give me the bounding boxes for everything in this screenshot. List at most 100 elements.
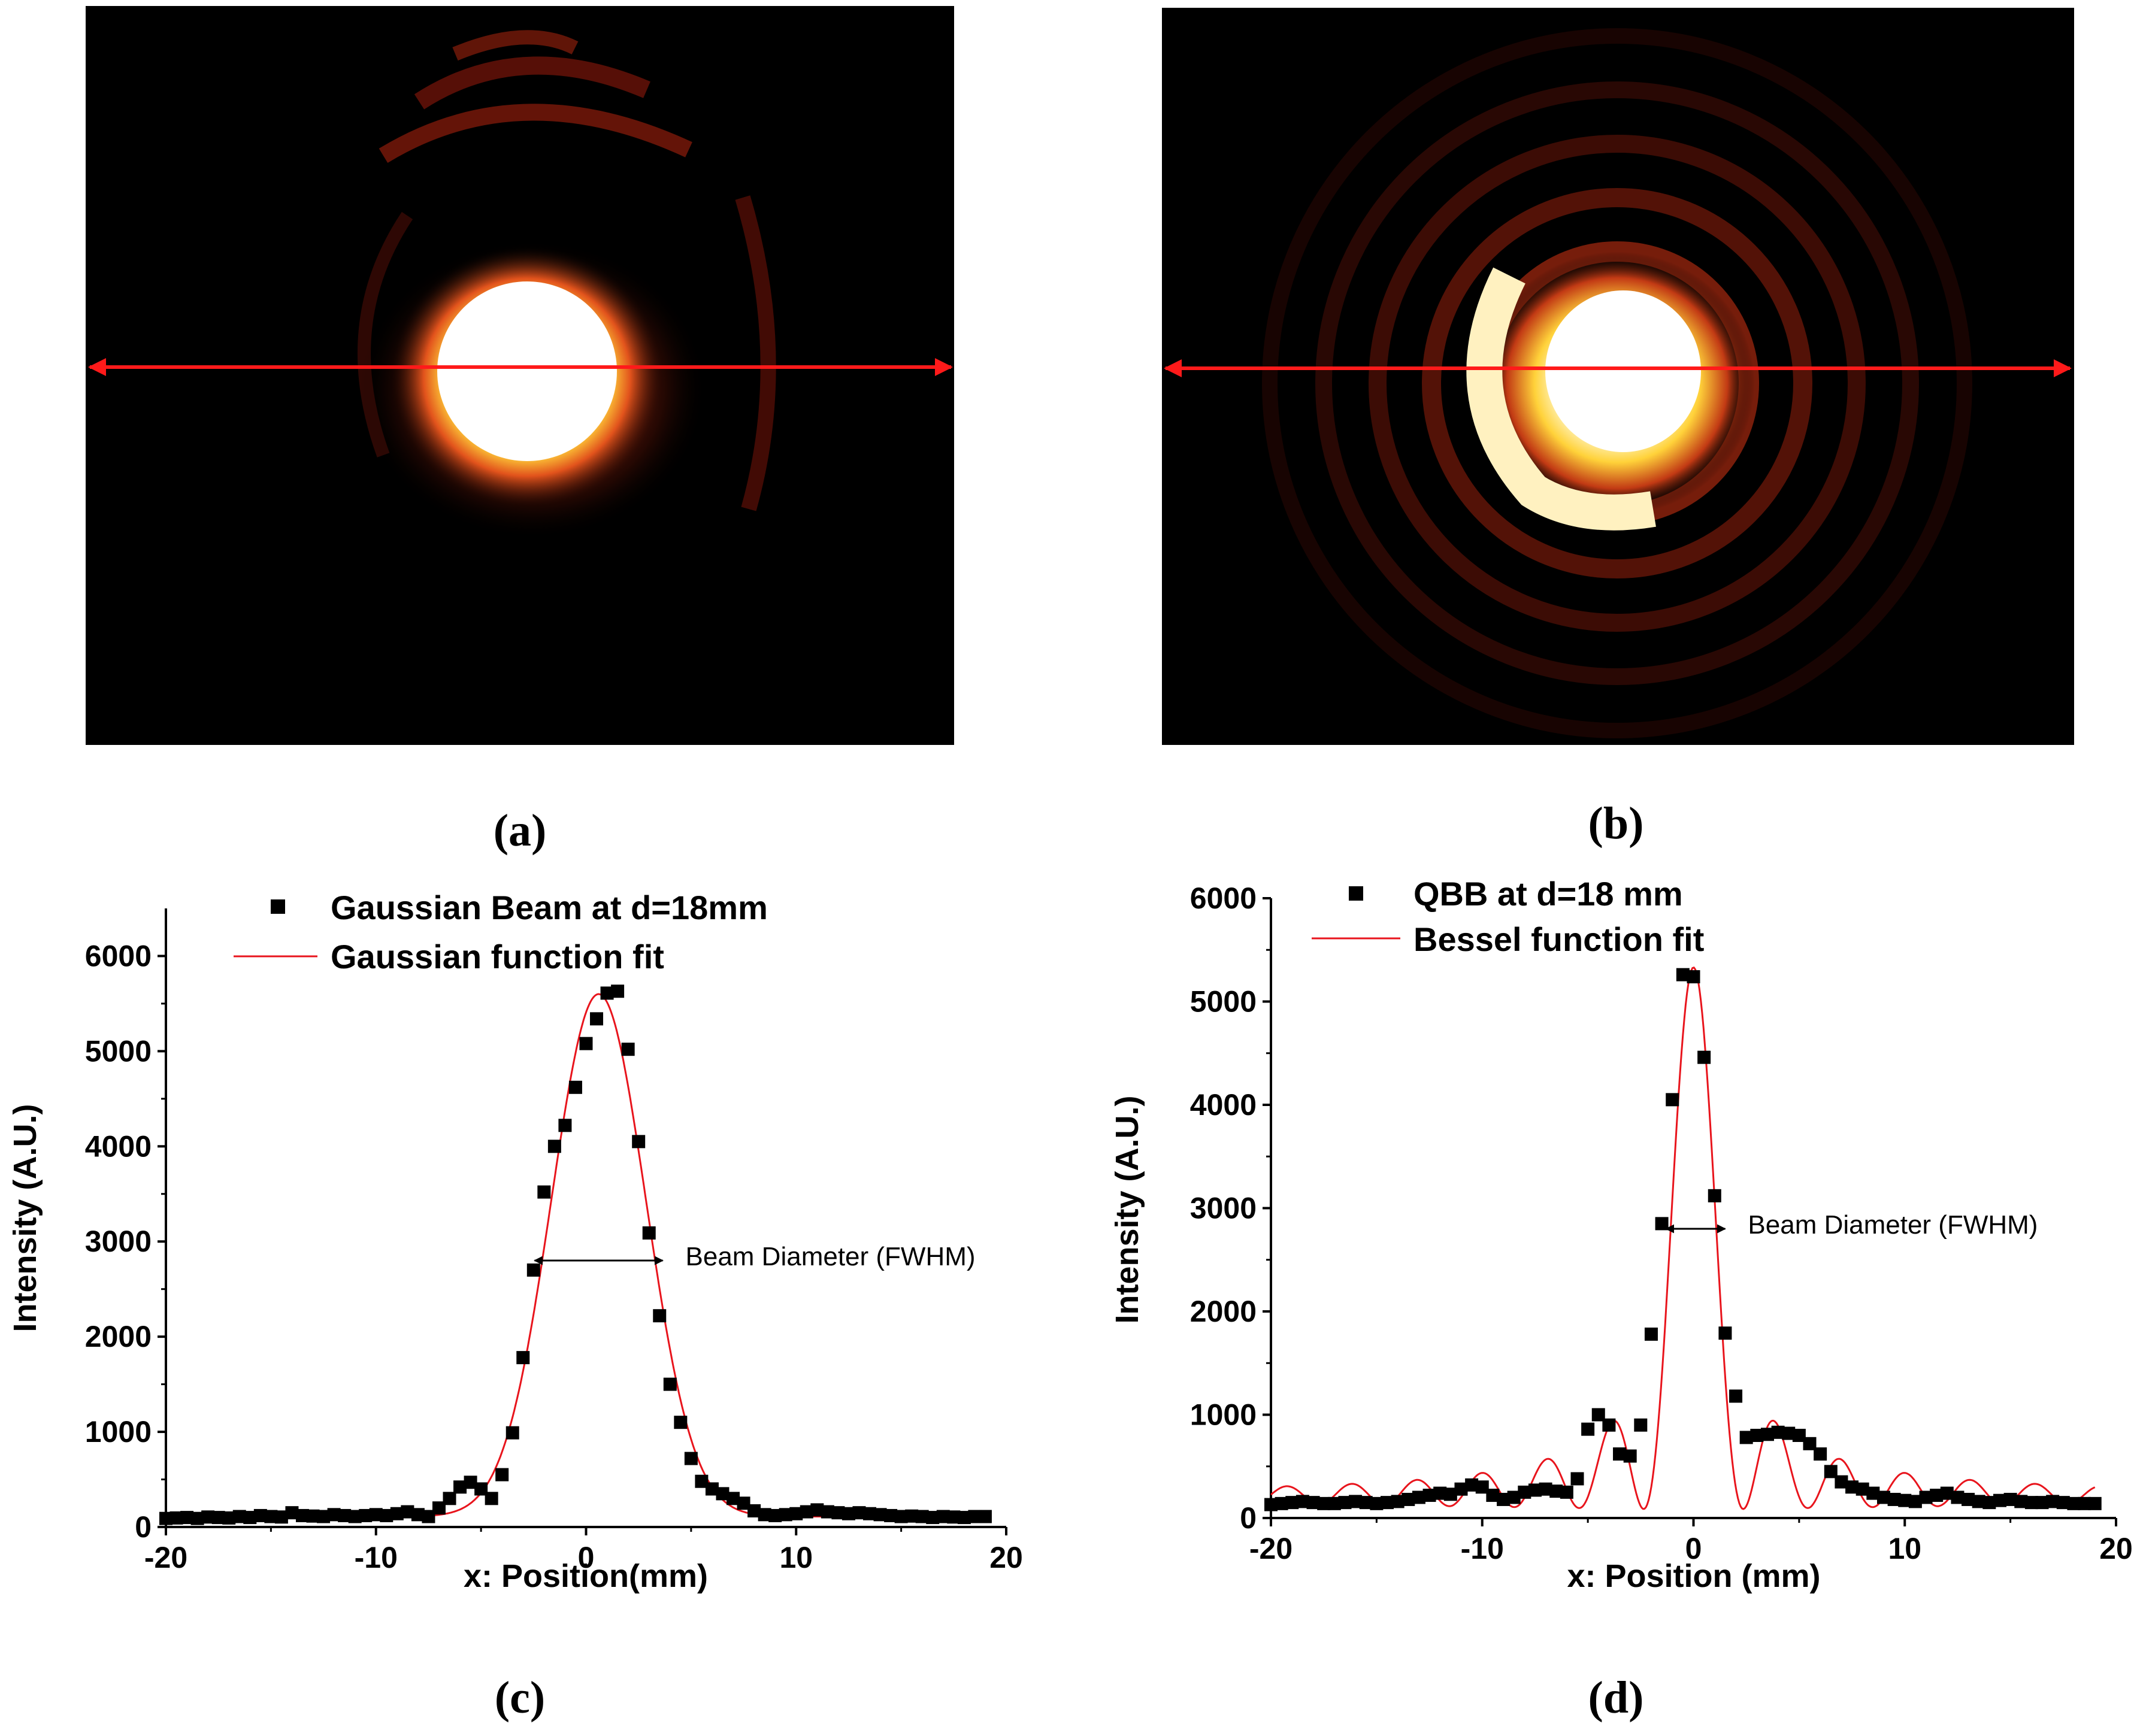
- chart-c-data-point: [905, 1509, 919, 1523]
- chart-c-data-point: [716, 1487, 730, 1501]
- chart-c-data-point: [915, 1510, 929, 1523]
- chart-c-data-point: [474, 1482, 488, 1496]
- chart-c-data-point: [663, 1377, 677, 1391]
- chart-c-data-point: [485, 1492, 498, 1505]
- chart-d-data-point: [1655, 1217, 1669, 1231]
- chart-d-data-point: [2024, 1496, 2038, 1510]
- chart-d-data-point: [1835, 1475, 1848, 1489]
- chart-c-data-point: [306, 1509, 320, 1523]
- chart-d-data-point: [1782, 1426, 1796, 1440]
- chart-c-data-point: [978, 1510, 992, 1523]
- chart-d-data-point: [1528, 1483, 1542, 1497]
- chart-c-data-point: [968, 1510, 982, 1523]
- chart-d-data-point: [1560, 1485, 1573, 1499]
- chart-d-data-point: [1475, 1480, 1489, 1494]
- chart-d-xtick-label: 20: [2099, 1532, 2133, 1565]
- chart-c-data-point: [547, 1140, 561, 1153]
- chart-d-data-point: [1497, 1492, 1511, 1506]
- chart-c-xtick-label: 20: [989, 1541, 1023, 1574]
- chart-c-data-point: [579, 1037, 593, 1050]
- chart-d-data-point: [1919, 1490, 1933, 1504]
- chart-d-data-point: [1295, 1495, 1309, 1508]
- chart-c-data-point: [390, 1507, 404, 1520]
- chart-d-data-point: [1264, 1498, 1278, 1511]
- chart-d-data-point: [1898, 1493, 1912, 1507]
- chart-c-ytick-label: 2000: [85, 1320, 152, 1353]
- chart-d-data-point: [1602, 1418, 1616, 1432]
- chart-d-data-point: [1676, 968, 1690, 981]
- chart-c-legend-marker: [271, 899, 285, 914]
- chart-c-data-point: [243, 1511, 257, 1525]
- chart-d-xtick-label: 0: [1685, 1532, 1702, 1565]
- chart-d-data-point: [2078, 1496, 2091, 1510]
- chart-c-data-point: [380, 1508, 394, 1522]
- chart-c-data-point: [727, 1492, 740, 1505]
- chart-d-data-point: [1951, 1490, 1965, 1504]
- chart-c-data-point: [411, 1508, 425, 1522]
- chart-d-data-point: [1370, 1496, 1384, 1510]
- chart-d-data-point: [1666, 1093, 1679, 1107]
- chart-d-x-ticks: -20 -10 0 10 20: [1249, 1518, 2133, 1565]
- chart-c-x-ticks: -20 -10 0 10 20: [144, 1527, 1023, 1574]
- chart-c-data-point: [359, 1508, 373, 1522]
- chart-c-data-point: [495, 1468, 509, 1481]
- chart-d-xtick-label: 10: [1888, 1532, 1921, 1565]
- chart-d: 0 1000 2000 3000 4000 5000 6000 -20 -10 0 10 20 Be…: [1109, 875, 2133, 1594]
- chart-d-xtick-label: -20: [1249, 1532, 1293, 1565]
- chart-c-data-point: [317, 1510, 331, 1523]
- chart-d-data-point: [1317, 1496, 1331, 1510]
- image-a-center: [437, 281, 617, 461]
- chart-c-data-point: [800, 1505, 813, 1519]
- chart-c-data-point: [222, 1511, 236, 1525]
- chart-c-y-ticks: 0 1000 2000 3000 4000 5000 6000: [85, 939, 166, 1544]
- chart-c-y-title: Intensity (A.U.): [7, 1104, 43, 1332]
- chart-d-ytick-label: 3000: [1190, 1192, 1257, 1225]
- chart-c-data-point: [169, 1511, 183, 1525]
- chart-d-data-point: [1359, 1496, 1373, 1510]
- chart-d-data-point: [1887, 1492, 1901, 1506]
- chart-c-data-point: [159, 1511, 172, 1525]
- chart-d-legend: QBB at d=18 mm Bessel function fit: [1312, 875, 1704, 958]
- panel-label-b: (b): [1588, 798, 1644, 849]
- chart-d-y-ticks: 0 1000 2000 3000 4000 5000 6000: [1190, 881, 1271, 1535]
- chart-c-data-point: [264, 1510, 278, 1523]
- chart-c-data-point: [873, 1508, 887, 1522]
- chart-d-data-point: [2046, 1495, 2060, 1508]
- chart-c-legend-label-fit: Gaussian function fit: [331, 938, 664, 975]
- chart-c-data-point: [621, 1043, 635, 1056]
- chart-c-data-point: [611, 984, 625, 998]
- chart-d-annotation: Beam Diameter (FWHM): [1665, 1210, 2038, 1240]
- chart-d-data-point: [1750, 1429, 1764, 1442]
- chart-d-data-point: [1792, 1429, 1806, 1442]
- chart-d-data-point: [1465, 1478, 1479, 1492]
- chart-d-data-point: [1327, 1496, 1341, 1510]
- chart-d-data-point: [1760, 1428, 1774, 1441]
- chart-c-data-point: [705, 1482, 719, 1496]
- chart-c-legend-label-markers: Gaussian Beam at d=18mm: [331, 889, 768, 926]
- chart-d-data-point: [1285, 1496, 1299, 1510]
- chart-c-data-point: [600, 986, 614, 1000]
- chart-d-data-point: [1623, 1449, 1637, 1463]
- chart-d-data-point: [1433, 1486, 1447, 1500]
- chart-c-data-point: [747, 1504, 761, 1517]
- chart-d-data-point: [1718, 1326, 1732, 1340]
- chart-d-data-point: [1613, 1447, 1627, 1461]
- chart-d-data-point: [1391, 1495, 1405, 1508]
- chart-d-data-point: [1876, 1490, 1890, 1504]
- chart-c-legend: Gaussian Beam at d=18mm Gaussian functio…: [234, 889, 768, 975]
- image-b-center: [1545, 290, 1701, 452]
- chart-c-xtick-label: -20: [144, 1541, 187, 1574]
- chart-d-data-point: [1771, 1425, 1785, 1439]
- chart-c-data-point: [285, 1506, 299, 1520]
- chart-d-ytick-label: 0: [1240, 1501, 1257, 1535]
- chart-c-data-point: [180, 1511, 194, 1525]
- chart-d-data-point: [1962, 1492, 1975, 1506]
- beam-image-b: [1162, 8, 2074, 745]
- panel-label-d: (d): [1588, 1673, 1644, 1723]
- chart-c-data-point: [295, 1508, 309, 1522]
- chart-c-data-point: [432, 1501, 446, 1515]
- chart-c-ytick-label: 3000: [85, 1225, 152, 1258]
- chart-c-data-point: [464, 1476, 477, 1489]
- chart-c-data-point: [526, 1263, 540, 1277]
